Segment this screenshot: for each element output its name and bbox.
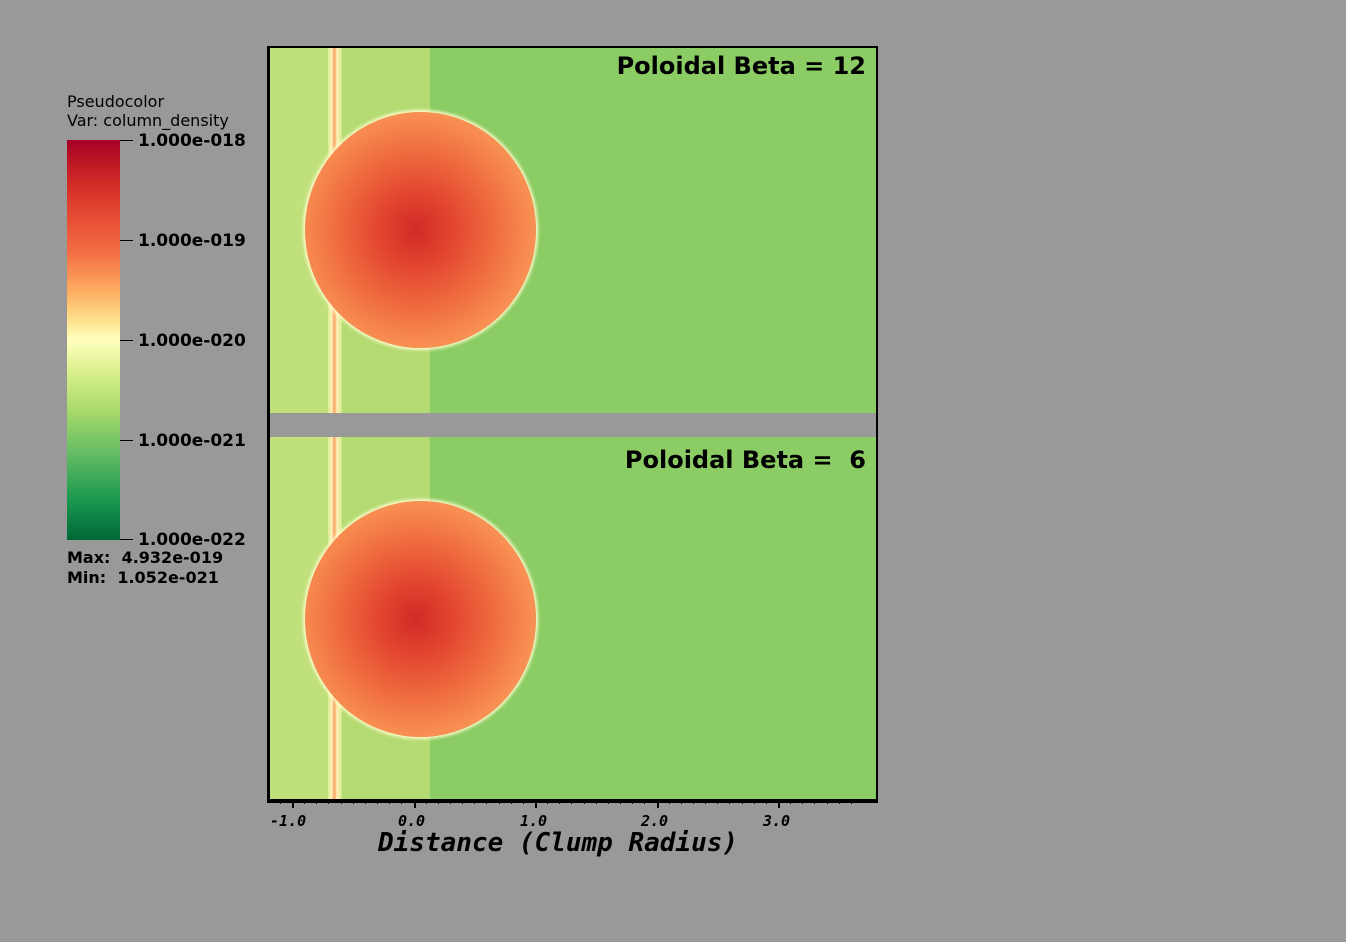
x-minor-tick [559,799,560,804]
x-minor-tick [608,799,609,804]
x-minor-tick [839,799,840,804]
x-minor-tick [790,799,791,804]
colorbar-tick [120,539,133,540]
x-major-tick [657,799,659,808]
x-minor-tick [389,799,390,804]
colorbar-tick [120,240,133,241]
clump [305,501,536,737]
x-minor-tick [802,799,803,804]
x-minor-tick [644,799,645,804]
x-minor-tick [304,799,305,804]
x-tick-label: -1.0 [270,812,307,830]
colorbar [67,140,120,540]
x-minor-tick [681,799,682,804]
x-minor-tick [377,799,378,804]
x-minor-tick [547,799,548,804]
x-minor-tick [632,799,633,804]
legend-variable: Var: column_density [67,111,229,130]
x-tick-label: 1.0 [520,812,548,830]
x-minor-tick [693,799,694,804]
legend-max: Max: 4.932e-019 [67,548,224,567]
x-minor-tick [280,799,281,804]
x-minor-tick [705,799,706,804]
panel-label: Poloidal Beta = 6 [624,446,866,474]
x-axis-title: Distance (Clump Radius) [378,828,739,858]
x-minor-tick [596,799,597,804]
colorbar-tick-label: 1.000e-020 [138,331,246,351]
x-minor-tick [438,799,439,804]
x-minor-tick [426,799,427,804]
legend-title: Pseudocolor Var: column_density [67,92,229,130]
x-minor-tick [766,799,767,804]
x-minor-tick [851,799,852,804]
x-major-tick [535,799,537,808]
x-minor-tick [717,799,718,804]
colorbar-tick-label: 1.000e-022 [138,530,246,550]
colorbar-tick [120,140,133,141]
x-minor-tick [499,799,500,804]
x-tick-label: 0.0 [398,812,426,830]
x-minor-tick [462,799,463,804]
x-tick-label: 2.0 [641,812,669,830]
colorbar-tick-label: 1.000e-018 [138,131,246,151]
x-minor-tick [316,799,317,804]
colorbar-tick-label: 1.000e-019 [138,231,246,251]
x-minor-tick [584,799,585,804]
x-minor-tick [474,799,475,804]
legend-min: Min: 1.052e-021 [67,568,219,587]
x-minor-tick [754,799,755,804]
panel-bottom: Poloidal Beta = 6 [270,437,876,801]
x-minor-tick [814,799,815,804]
x-minor-tick [486,799,487,804]
panel-top: Poloidal Beta = 12 [270,48,876,413]
x-minor-tick [729,799,730,804]
colorbar-tick [120,340,133,341]
legend-plot-type: Pseudocolor [67,92,165,111]
x-major-tick [292,799,294,808]
x-minor-tick [341,799,342,804]
x-minor-tick [353,799,354,804]
x-minor-tick [669,799,670,804]
x-major-tick [778,799,780,808]
plot-frame: Poloidal Beta = 12 Poloidal Beta = 6 [267,46,878,803]
colorbar-tick-label: 1.000e-021 [138,431,246,451]
x-minor-tick [523,799,524,804]
x-minor-tick [742,799,743,804]
x-minor-tick [328,799,329,804]
x-minor-tick [511,799,512,804]
x-minor-tick [450,799,451,804]
x-minor-tick [365,799,366,804]
x-minor-tick [827,799,828,804]
clump [305,112,536,348]
panel-separator [270,413,876,437]
panel-label: Poloidal Beta = 12 [616,52,866,80]
x-major-tick [414,799,416,808]
x-minor-tick [571,799,572,804]
x-tick-label: 3.0 [763,812,791,830]
x-minor-tick [620,799,621,804]
x-minor-tick [401,799,402,804]
colorbar-tick [120,440,133,441]
